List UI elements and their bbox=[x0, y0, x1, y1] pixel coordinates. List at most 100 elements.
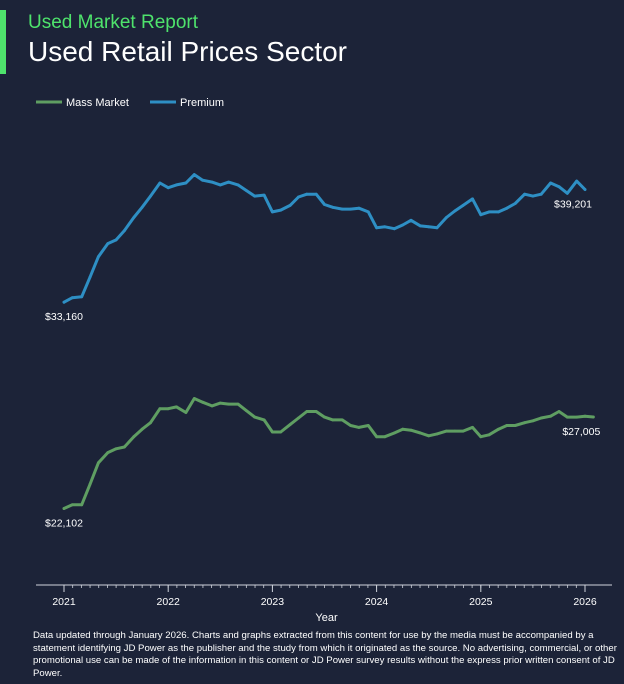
series-1-point-44 bbox=[445, 216, 448, 219]
series-line-1 bbox=[62, 173, 587, 304]
series-1-point-41 bbox=[419, 224, 422, 228]
footnote: Data updated through January 2026. Chart… bbox=[33, 630, 617, 679]
series-0-point-37 bbox=[383, 435, 387, 439]
series-1-point-43 bbox=[435, 226, 439, 230]
series-0-point-61 bbox=[591, 415, 595, 419]
series-1-point-39 bbox=[401, 223, 405, 227]
series-1-point-38 bbox=[392, 227, 396, 231]
series-1-point-2 bbox=[80, 295, 84, 299]
series-0-point-40 bbox=[409, 428, 413, 432]
series-1-point-53 bbox=[523, 192, 526, 196]
series-0-point-4 bbox=[97, 461, 100, 465]
series-1-point-57 bbox=[557, 185, 561, 189]
series-1-point-19 bbox=[227, 180, 231, 184]
series-1-point-13 bbox=[175, 183, 178, 187]
series-0-start-label: $22,102 bbox=[45, 517, 83, 529]
series-1-point-21 bbox=[244, 189, 248, 192]
series-0-point-8 bbox=[132, 435, 136, 439]
series-0-point-22 bbox=[253, 415, 257, 419]
series-0-point-5 bbox=[106, 451, 110, 454]
series-0-point-7 bbox=[123, 445, 126, 449]
series-1-point-31 bbox=[331, 205, 335, 209]
report-subtitle: Used Market Report bbox=[28, 12, 199, 33]
series-1-point-4 bbox=[97, 255, 100, 259]
series-1-point-27 bbox=[297, 195, 300, 199]
series-1-point-46 bbox=[461, 204, 465, 207]
series-0-point-38 bbox=[392, 431, 396, 435]
series-0-point-33 bbox=[349, 424, 352, 427]
series-1-point-22 bbox=[253, 194, 257, 198]
series-0-point-11 bbox=[158, 407, 162, 411]
series-0-point-12 bbox=[166, 407, 170, 411]
series-1-point-24 bbox=[271, 210, 274, 214]
series-1-point-11 bbox=[158, 181, 162, 185]
series-0-point-32 bbox=[340, 418, 344, 422]
series-1-point-26 bbox=[288, 204, 292, 207]
series-1-point-40 bbox=[409, 218, 413, 222]
series-0-point-21 bbox=[244, 409, 248, 412]
series-1-point-51 bbox=[505, 206, 509, 210]
series-1-point-30 bbox=[323, 203, 326, 206]
chart-legend: Mass Market Premium bbox=[36, 97, 224, 109]
series-0-point-13 bbox=[175, 405, 178, 409]
series-0-end-label: $27,005 bbox=[562, 426, 600, 438]
series-1-point-54 bbox=[531, 194, 535, 198]
series-1-end-label: $39,201 bbox=[554, 199, 592, 211]
series-0-point-28 bbox=[305, 410, 309, 413]
series-0-point-20 bbox=[236, 402, 240, 406]
series-1-point-45 bbox=[453, 209, 457, 213]
series-0-point-35 bbox=[366, 424, 370, 427]
line-chart: Mass Market Premium $22,102 $27,005 $33,160… bbox=[36, 97, 612, 624]
series-1-point-10 bbox=[149, 194, 152, 198]
series-0-point-42 bbox=[427, 434, 431, 438]
x-axis-label: Year bbox=[315, 612, 338, 624]
series-0-point-29 bbox=[314, 410, 318, 413]
series-1-point-9 bbox=[140, 205, 144, 209]
series-0-point-54 bbox=[531, 419, 535, 423]
series-0-point-50 bbox=[497, 427, 500, 431]
series-1-point-20 bbox=[236, 183, 240, 187]
series-0-point-48 bbox=[479, 435, 483, 439]
series-1-point-16 bbox=[201, 178, 205, 182]
series-1-point-14 bbox=[184, 181, 188, 185]
series-1-start-label: $33,160 bbox=[45, 311, 83, 323]
x-tick-label-2023: 2023 bbox=[261, 596, 285, 608]
series-1-point-5 bbox=[106, 242, 110, 246]
series-0-point-59 bbox=[575, 415, 579, 419]
series-line-0 bbox=[62, 397, 595, 510]
series-0-point-2 bbox=[80, 503, 84, 507]
series-0-point-41 bbox=[419, 431, 422, 435]
series-0-point-27 bbox=[297, 416, 300, 420]
series-1-point-3 bbox=[88, 275, 92, 279]
x-tick-label-2025: 2025 bbox=[469, 596, 493, 608]
series-0-point-1 bbox=[70, 503, 74, 507]
x-axis: 2021 2022 2023 2024 2025 2026 Year bbox=[36, 584, 612, 624]
series-1-point-29 bbox=[314, 192, 318, 196]
series-1-point-55 bbox=[539, 192, 543, 196]
series-1-point-15 bbox=[192, 173, 196, 177]
series-0-point-51 bbox=[505, 424, 509, 427]
series-0-point-23 bbox=[262, 418, 266, 422]
series-1-point-36 bbox=[375, 226, 378, 230]
series-1-point-25 bbox=[279, 208, 283, 212]
series-0-point-52 bbox=[513, 424, 517, 427]
series-0-point-46 bbox=[461, 429, 465, 433]
series-0-point-55 bbox=[539, 416, 543, 420]
x-tick-label-2021: 2021 bbox=[52, 596, 76, 608]
series-1-point-28 bbox=[305, 192, 309, 196]
series-1-point-33 bbox=[349, 207, 352, 211]
series-0-point-17 bbox=[210, 404, 214, 408]
series-1-point-23 bbox=[262, 193, 266, 197]
series-1-point-1 bbox=[70, 296, 74, 300]
series-0-point-34 bbox=[357, 426, 361, 429]
series-0-point-15 bbox=[192, 397, 196, 400]
series-1-point-12 bbox=[166, 186, 170, 190]
series-1-point-42 bbox=[427, 225, 431, 229]
series-0-point-16 bbox=[201, 400, 205, 404]
series-0-point-6 bbox=[114, 447, 118, 451]
series-1-point-58 bbox=[565, 191, 569, 195]
series-0-point-58 bbox=[565, 415, 569, 419]
series-0-point-0 bbox=[62, 507, 66, 510]
series-0-point-43 bbox=[435, 432, 439, 436]
series-0-point-10 bbox=[149, 421, 152, 425]
